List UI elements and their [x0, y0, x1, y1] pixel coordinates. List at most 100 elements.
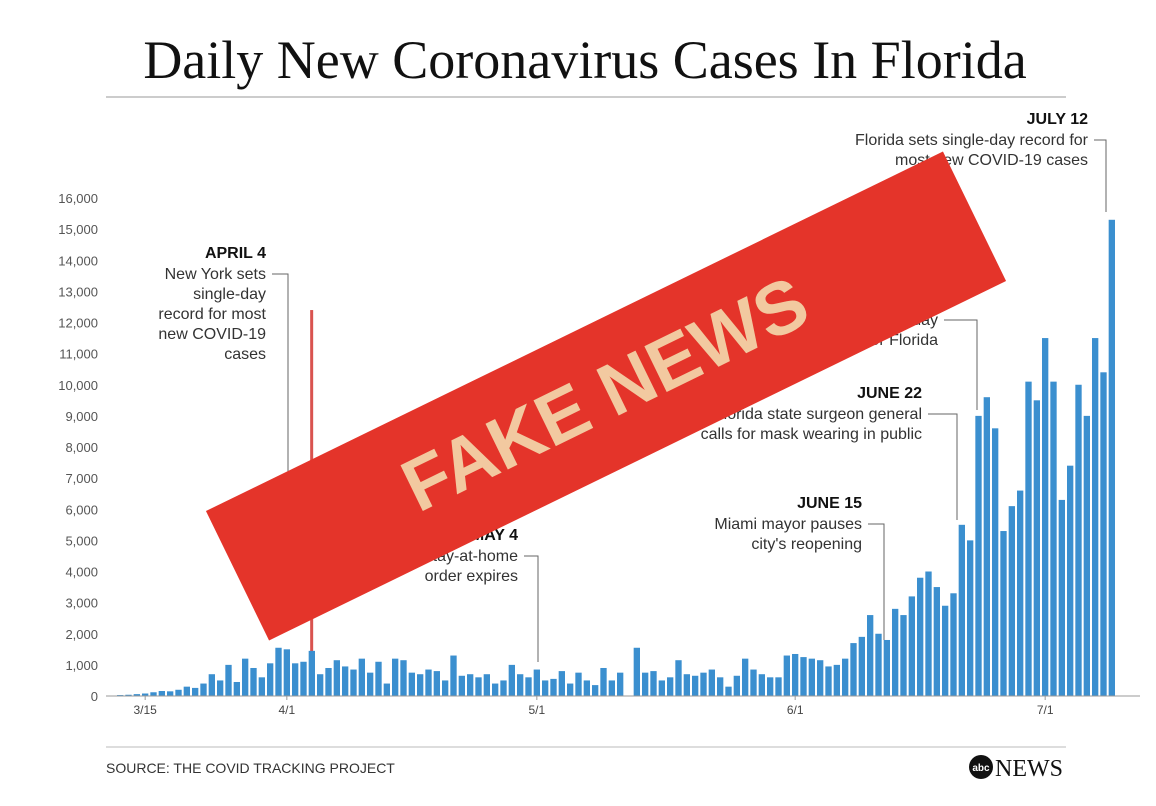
- annotation-text: record for most: [158, 306, 266, 323]
- bar: [442, 680, 449, 696]
- annotation-date: APRIL 4: [205, 245, 266, 262]
- abc-logo-text: abc: [972, 763, 990, 774]
- y-tick-label: 1,000: [65, 658, 98, 673]
- annotation-leader: [868, 523, 885, 640]
- abc-logo-circle: [969, 755, 993, 779]
- bar: [200, 683, 207, 696]
- bar: [208, 674, 215, 696]
- y-tick-label: 10,000: [58, 378, 98, 393]
- bar: [825, 666, 832, 696]
- bar: [175, 689, 182, 696]
- bar: [183, 686, 190, 696]
- bar: [575, 672, 582, 696]
- annotation-date: JUNE 22: [857, 385, 922, 402]
- bar: [333, 660, 340, 696]
- bar: [467, 674, 474, 696]
- bar: [450, 655, 457, 696]
- annotation-text: Florida state surgeon general: [714, 406, 922, 423]
- bar: [817, 660, 824, 696]
- bar: [325, 667, 332, 696]
- x-tick-label: 6/1: [787, 703, 804, 717]
- bar: [967, 540, 974, 696]
- bars: [117, 219, 1115, 696]
- bar: [192, 687, 199, 696]
- y-tick-label: 6,000: [65, 502, 98, 517]
- y-tick-label: 16,000: [58, 191, 98, 206]
- bar: [942, 605, 949, 696]
- bar: [600, 667, 607, 696]
- bar: [375, 661, 382, 696]
- bar: [700, 672, 707, 696]
- bar: [867, 615, 874, 696]
- bar: [975, 415, 982, 696]
- bar: [492, 683, 499, 696]
- annotation-text: order expires: [425, 568, 518, 585]
- bar: [1050, 381, 1057, 696]
- bar: [267, 663, 274, 696]
- bar: [858, 636, 865, 696]
- bar: [1108, 219, 1115, 696]
- annotation-leader: [524, 555, 539, 662]
- y-tick-label: 4,000: [65, 565, 98, 580]
- bar: [1092, 338, 1099, 696]
- bar: [850, 643, 857, 696]
- bar: [633, 647, 640, 696]
- y-tick-label: 5,000: [65, 533, 98, 548]
- bar: [508, 664, 515, 696]
- bar: [275, 647, 282, 696]
- bar: [1033, 400, 1040, 696]
- bar: [150, 692, 157, 696]
- bar: [908, 596, 915, 696]
- bar: [617, 672, 624, 696]
- bar: [675, 660, 682, 696]
- bar: [900, 615, 907, 696]
- bar: [583, 680, 590, 696]
- bar: [358, 658, 365, 696]
- bar: [142, 693, 149, 696]
- y-tick-label: 8,000: [65, 440, 98, 455]
- bar: [792, 653, 799, 696]
- y-tick-label: 15,000: [58, 222, 98, 237]
- bar: [350, 669, 357, 696]
- annotation-text: Florida sets single-day record for: [855, 132, 1089, 149]
- bar: [1000, 531, 1007, 696]
- bar: [550, 678, 557, 696]
- bar: [258, 677, 265, 696]
- x-axis: 3/15 4/1 5/1 6/1 7/1: [133, 696, 1054, 717]
- bar: [558, 671, 565, 696]
- bar: [875, 633, 882, 696]
- bar: [283, 649, 290, 696]
- bar: [367, 672, 374, 696]
- bar: [433, 671, 440, 696]
- bar: [808, 658, 815, 696]
- bar: [408, 672, 415, 696]
- bar: [233, 681, 240, 696]
- bar: [250, 667, 257, 696]
- annotation-date: JULY 12: [1027, 111, 1088, 128]
- bar: [725, 686, 732, 696]
- bar: [1100, 372, 1107, 696]
- bar: [158, 691, 165, 696]
- bar: [383, 683, 390, 696]
- bar: [1017, 490, 1024, 696]
- y-axis: 0 1,000 2,000 3,000 4,000 5,000 6,000 7,000 8,00…: [58, 191, 98, 704]
- bar: [292, 663, 299, 696]
- bar: [717, 677, 724, 696]
- bar: [742, 658, 749, 696]
- bar: [392, 658, 399, 696]
- annotation-text: city's reopening: [751, 536, 862, 553]
- bar: [1083, 415, 1090, 696]
- bar: [458, 675, 465, 696]
- bar: [608, 680, 615, 696]
- y-tick-label: 0: [91, 689, 98, 704]
- y-tick-label: 9,000: [65, 409, 98, 424]
- bar: [533, 669, 540, 696]
- bar: [800, 657, 807, 696]
- y-tick-label: 14,000: [58, 253, 98, 268]
- bar: [658, 680, 665, 696]
- bar: [708, 669, 715, 696]
- bar: [400, 660, 407, 696]
- annotation-date: JUNE 15: [797, 495, 862, 512]
- bar: [1058, 499, 1065, 696]
- bar: [783, 655, 790, 696]
